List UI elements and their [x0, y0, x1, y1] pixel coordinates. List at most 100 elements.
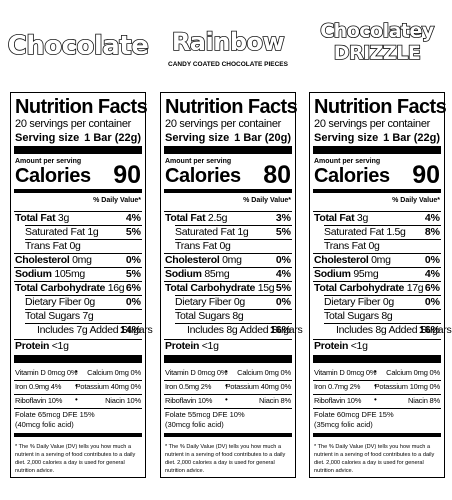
- nutrient-name: Trans Fat: [324, 240, 366, 252]
- daily-value: 4%: [125, 212, 141, 224]
- nutrient-name: Protein: [165, 340, 200, 352]
- rule: [164, 211, 292, 212]
- servings: 20 servings per container: [165, 118, 282, 130]
- bullet: •: [374, 395, 377, 404]
- nutrient-row: Includes 7g Added Sugars: [37, 324, 153, 336]
- nutrient-amount: <1g: [51, 340, 69, 352]
- daily-value: 5%: [275, 282, 291, 294]
- footnote: * The % Daily Value (DV) tells you how m…: [15, 444, 136, 474]
- vitamin-left: Iron 0.7mg 2%: [314, 382, 361, 391]
- nutrient-amount: 0g: [382, 296, 394, 308]
- rule: [14, 211, 142, 212]
- bullet: •: [374, 367, 377, 376]
- nutrient-row: Dietary Fiber 0g: [324, 297, 394, 308]
- nutrient-row: Dietary Fiber 0g: [175, 297, 245, 308]
- thick-rule: [14, 146, 142, 154]
- thick-rule: [313, 355, 441, 363]
- nutrient-name: Total Sugars: [324, 310, 379, 322]
- folate: (40mcg folic acid): [15, 420, 74, 429]
- nutrient-name: Sodium: [15, 268, 52, 280]
- nutrient-row: Total Sugars 7g: [25, 310, 94, 322]
- nutrient-amount: 1.5g: [386, 226, 406, 238]
- amount-per-serving: Amount per serving: [314, 158, 381, 165]
- brand-subtitle: CANDY COATED CHOCOLATE PIECES: [168, 61, 288, 68]
- vitamin-right: Potassium 40mg 0%: [75, 382, 142, 391]
- daily-value: 4%: [424, 212, 440, 224]
- nutrient-amount: 17g: [406, 282, 424, 294]
- nutrient-name: Protein: [314, 340, 349, 352]
- nutrient-row: Total Carbohydrate 15g: [165, 282, 275, 294]
- nutrient-row: Total Fat 2.5g: [165, 213, 227, 224]
- amount-per-serving: Amount per serving: [15, 158, 82, 165]
- nutrient-amount: 16g: [107, 282, 125, 294]
- nutrient-amount: 0mg: [72, 254, 92, 266]
- nutrient-amount: 0g: [233, 296, 245, 308]
- nutrient-name: Sodium: [165, 268, 202, 280]
- rule: [14, 380, 142, 381]
- serving-size-label: Serving size: [15, 132, 80, 144]
- bullet: •: [225, 381, 228, 390]
- rule: [25, 295, 142, 296]
- nutrient-amount: 7g: [82, 310, 94, 322]
- nutrient-amount: 0g: [83, 296, 95, 308]
- footnote: * The % Daily Value (DV) tells you how m…: [314, 444, 435, 474]
- rule: [164, 267, 292, 268]
- nutrient-name: Saturated Fat: [324, 226, 384, 238]
- medium-rule: [313, 189, 441, 193]
- nutrient-name: Dietary Fiber: [324, 296, 381, 308]
- nutrient-amount: 0g: [69, 240, 81, 252]
- rule: [313, 267, 441, 268]
- daily-value: 0%: [125, 296, 141, 308]
- footnote: * The % Daily Value (DV) tells you how m…: [165, 444, 286, 474]
- nutrient-name: Total Fat: [15, 212, 56, 224]
- nutrient-name: Total Fat: [314, 212, 355, 224]
- folate: (30mcg folic acid): [165, 420, 224, 429]
- serving-size: 1 Bar (22g): [84, 132, 141, 144]
- thick-rule: [14, 355, 142, 363]
- nutrient-row: Cholesterol 0mg: [15, 255, 92, 266]
- rule: [175, 309, 292, 310]
- servings: 20 servings per container: [314, 118, 431, 130]
- nutrient-row: Saturated Fat 1g: [175, 227, 249, 238]
- label-title: Nutrition Facts: [165, 96, 298, 118]
- nutrient-amount: 3g: [356, 212, 368, 224]
- folate: Folate 55mcg DFE 10%: [165, 410, 245, 419]
- calories-label: Calories: [165, 165, 241, 187]
- nutrient-name: Dietary Fiber: [25, 296, 82, 308]
- servings: 20 servings per container: [15, 118, 132, 130]
- nutrient-amount: 0mg: [222, 254, 242, 266]
- rule: [25, 323, 142, 324]
- daily-value: 0%: [275, 296, 291, 308]
- label-title: Nutrition Facts: [15, 96, 148, 118]
- daily-value: 0%: [424, 254, 440, 266]
- medium-rule: [14, 433, 142, 437]
- vitamin-right: Calcium 0mg 0%: [386, 368, 440, 377]
- thick-rule: [164, 355, 292, 363]
- bullet: •: [225, 395, 228, 404]
- daily-value: 4%: [424, 268, 440, 280]
- rule: [175, 239, 292, 240]
- rule: [164, 281, 292, 282]
- brand-name: Chocolatey: [319, 20, 435, 42]
- folate: Folate 60mcg DFE 15%: [314, 410, 394, 419]
- nutrient-amount: 15g: [257, 282, 275, 294]
- thick-rule: [313, 146, 441, 154]
- daily-value: 5%: [275, 226, 291, 238]
- nutrient-amount: 85mg: [204, 268, 230, 280]
- nutrient-name: Cholesterol: [165, 254, 220, 266]
- rule: [14, 339, 142, 340]
- nutrient-row: Trans Fat 0g: [25, 241, 81, 252]
- nutrient-name: Total Sugars: [175, 310, 230, 322]
- nutrient-amount: <1g: [201, 340, 219, 352]
- daily-value: 5%: [125, 226, 141, 238]
- vitamin-right: Niacin 10%: [105, 396, 141, 405]
- nutrient-row: Sodium 95mg: [314, 269, 379, 280]
- nutrient-name: Includes 7g Added Sugars: [37, 324, 153, 336]
- bullet: •: [75, 395, 78, 404]
- nutrient-name: Cholesterol: [314, 254, 369, 266]
- thick-rule: [164, 146, 292, 154]
- nutrient-name: Includes 8g Added Sugars: [336, 324, 452, 336]
- folate: Folate 65mcg DFE 15%: [15, 410, 95, 419]
- daily-value: 8%: [424, 226, 440, 238]
- nutrient-amount: 0g: [219, 240, 231, 252]
